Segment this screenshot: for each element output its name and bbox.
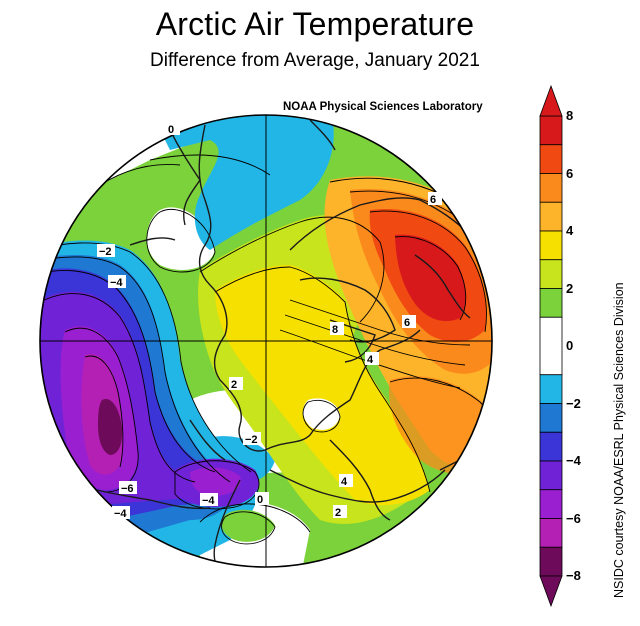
- contour-label: 4: [341, 476, 348, 488]
- contour-label: 4: [367, 354, 374, 366]
- colorbar-bin: [539, 431, 563, 462]
- contour-label: 0: [257, 494, 263, 506]
- noaa-credit: NOAA Physical Sciences Laboratory: [283, 101, 483, 113]
- colorbar-tick-label: 2: [566, 280, 574, 296]
- colorbar-tick-label: −4: [566, 453, 581, 468]
- colorbar-bin: [539, 316, 563, 376]
- colorbar-bin: [539, 460, 563, 491]
- contour-label: 6: [430, 194, 436, 206]
- anomaly-field: [40, 115, 492, 567]
- contour-label: −6: [121, 483, 134, 495]
- colorbar-bin: [539, 489, 563, 519]
- contour-label: −4: [114, 508, 127, 520]
- colorbar: [539, 84, 563, 608]
- colorbar-bin: [539, 201, 563, 232]
- colorbar-bin: [539, 230, 563, 261]
- contour-label: −4: [110, 277, 123, 289]
- colorbar-tick-label: −6: [566, 510, 581, 526]
- contour-label: 2: [231, 379, 237, 391]
- colorbar-tick-label: −2: [566, 395, 581, 411]
- colorbar-bin: [539, 288, 563, 318]
- contour-label: −2: [99, 246, 112, 258]
- contour-label: 0: [168, 124, 174, 136]
- colorbar-tick-label: 8: [566, 108, 574, 123]
- contour-value-labels: 0 −2 −4 2 6 8 6 4 −2 −6 −4 −4 0 4 2: [97, 122, 442, 520]
- colorbar-bin: [539, 115, 563, 146]
- colorbar-bin: [539, 259, 563, 289]
- colorbar-bin: [539, 546, 563, 577]
- contour-label: 8: [332, 324, 338, 336]
- page-title: Arctic Air Temperature: [155, 6, 475, 42]
- colorbar-bin: [539, 374, 563, 404]
- colorbar-min-arrow: [539, 575, 563, 608]
- contour-label: 2: [335, 507, 341, 519]
- colorbar-bin: [539, 403, 563, 433]
- map-boundary: [39, 114, 493, 568]
- page-subtitle: Difference from Average, January 2021: [150, 50, 480, 71]
- nsidc-credit: NSIDC courtesy NOAA/ESRL Physical Scienc…: [612, 282, 626, 598]
- colorbar-bin: [539, 173, 563, 203]
- colorbar-bin: [539, 518, 563, 548]
- colorbar-tick-label: −8: [566, 568, 581, 583]
- contour-label: 6: [404, 317, 410, 329]
- colorbar-max-arrow: [539, 84, 563, 117]
- colorbar-tick-label: 0: [566, 338, 574, 353]
- colorbar-tick-label: 4: [566, 223, 574, 238]
- contour-label: −4: [202, 495, 215, 507]
- colorbar-bin: [539, 144, 563, 174]
- colorbar-tick-label: 6: [566, 165, 574, 181]
- contour-label: −2: [245, 434, 258, 446]
